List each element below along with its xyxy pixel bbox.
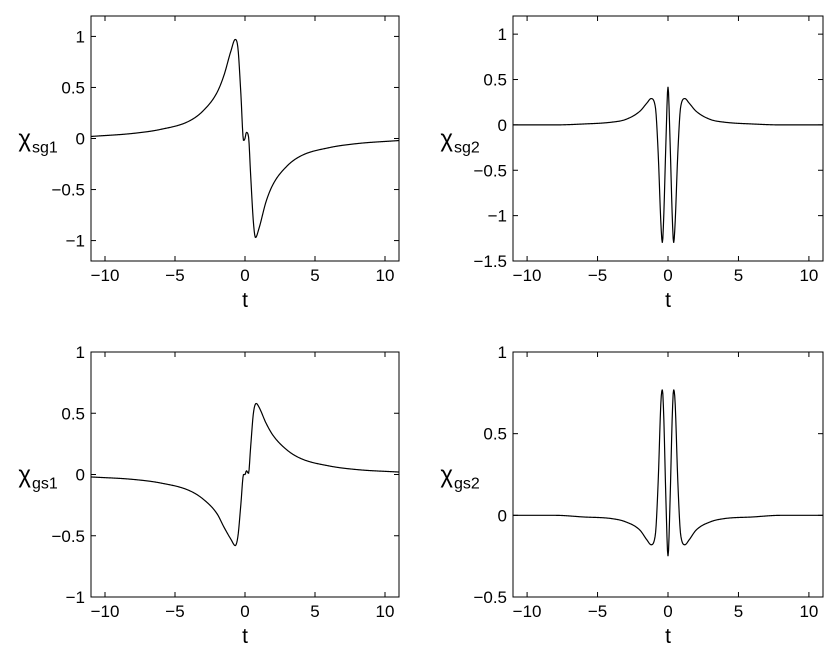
x-tick-label: 10 bbox=[799, 266, 818, 285]
x-tick-label: 5 bbox=[310, 602, 319, 621]
x-tick-label: −10 bbox=[91, 266, 120, 285]
y-axis-label: χ sg1 bbox=[18, 126, 58, 157]
x-tick-label: 5 bbox=[734, 266, 743, 285]
x-tick-label: −5 bbox=[165, 266, 184, 285]
y-axis-label-symbol: χ bbox=[440, 462, 453, 489]
y-tick-label: 1 bbox=[76, 27, 85, 46]
y-tick-label: −0.5 bbox=[473, 588, 507, 607]
x-tick-label: −10 bbox=[513, 602, 542, 621]
x-tick-label: 0 bbox=[663, 266, 672, 285]
y-tick-label: 1 bbox=[76, 343, 85, 362]
axes-frame bbox=[512, 15, 824, 262]
y-tick-label: 0.5 bbox=[61, 404, 85, 423]
x-axis-label: t bbox=[665, 289, 671, 312]
x-tick-label: 5 bbox=[734, 602, 743, 621]
y-tick-label: 0 bbox=[498, 116, 507, 135]
y-tick-label: −1.5 bbox=[473, 252, 507, 271]
y-tick-label: 0 bbox=[76, 130, 85, 149]
y-tick-label: 0 bbox=[498, 506, 507, 525]
y-tick-label: 1 bbox=[498, 343, 507, 362]
x-axis-label: t bbox=[665, 625, 671, 648]
panel-sg2: −10 −5 0 5 10 −1.5 −1 −0.5 0 0.5 1 t χ sg2 bbox=[440, 15, 824, 312]
y-tick-label: −1 bbox=[66, 232, 85, 251]
y-tick-label: −0.5 bbox=[51, 181, 85, 200]
panel-gs2: −10 −5 0 5 10 −0.5 0 0.5 1 t χ gs2 bbox=[440, 343, 824, 648]
x-tick-label: 10 bbox=[376, 602, 395, 621]
axes-frame bbox=[512, 351, 824, 598]
y-tick-label: 0.5 bbox=[61, 78, 85, 97]
y-tick-label: 0.5 bbox=[483, 425, 507, 444]
y-axis-label-symbol: χ bbox=[440, 126, 453, 153]
x-tick-label: 0 bbox=[240, 266, 249, 285]
x-axis-label: t bbox=[242, 289, 248, 312]
series-line-sg2 bbox=[513, 86, 823, 243]
x-tick-label: −5 bbox=[588, 602, 607, 621]
y-axis-label-subscript: gs2 bbox=[454, 476, 480, 493]
x-axis-label: t bbox=[242, 625, 248, 648]
y-axis-label: χ gs2 bbox=[440, 462, 480, 493]
y-tick-label: −1 bbox=[488, 207, 507, 226]
x-tick-label: 10 bbox=[799, 602, 818, 621]
series-line-gs1 bbox=[90, 402, 400, 547]
y-axis-label: χ gs1 bbox=[18, 462, 58, 493]
x-tick-label: −5 bbox=[165, 602, 184, 621]
panel-sg1: −10 −5 0 5 10 −1 −0.5 0 0.5 1 t χ sg1 bbox=[18, 15, 400, 312]
x-tick-label: 10 bbox=[376, 266, 395, 285]
y-tick-label: 0.5 bbox=[483, 71, 507, 90]
y-tick-label: −0.5 bbox=[51, 527, 85, 546]
y-axis-label: χ sg2 bbox=[440, 126, 480, 157]
y-axis-label-subscript: sg1 bbox=[32, 140, 58, 157]
x-tick-label: 5 bbox=[310, 266, 319, 285]
y-axis-label-subscript: sg2 bbox=[454, 140, 480, 157]
y-tick-label: −1 bbox=[66, 588, 85, 607]
y-tick-label: 1 bbox=[498, 25, 507, 44]
x-tick-label: −10 bbox=[91, 602, 120, 621]
y-tick-label: 0 bbox=[76, 466, 85, 485]
x-tick-label: −5 bbox=[588, 266, 607, 285]
x-tick-label: 0 bbox=[663, 602, 672, 621]
panel-gs1: −10 −5 0 5 10 −1 −0.5 0 0.5 1 t χ gs1 bbox=[18, 343, 400, 648]
y-axis-label-symbol: χ bbox=[18, 462, 31, 489]
x-tick-label: 0 bbox=[240, 602, 249, 621]
y-tick-label: −0.5 bbox=[473, 161, 507, 180]
series-line-gs2 bbox=[513, 389, 823, 557]
x-tick-label: −10 bbox=[513, 266, 542, 285]
series-line-sg1 bbox=[90, 38, 400, 239]
y-axis-label-subscript: gs1 bbox=[32, 476, 58, 493]
y-axis-label-symbol: χ bbox=[18, 126, 31, 153]
